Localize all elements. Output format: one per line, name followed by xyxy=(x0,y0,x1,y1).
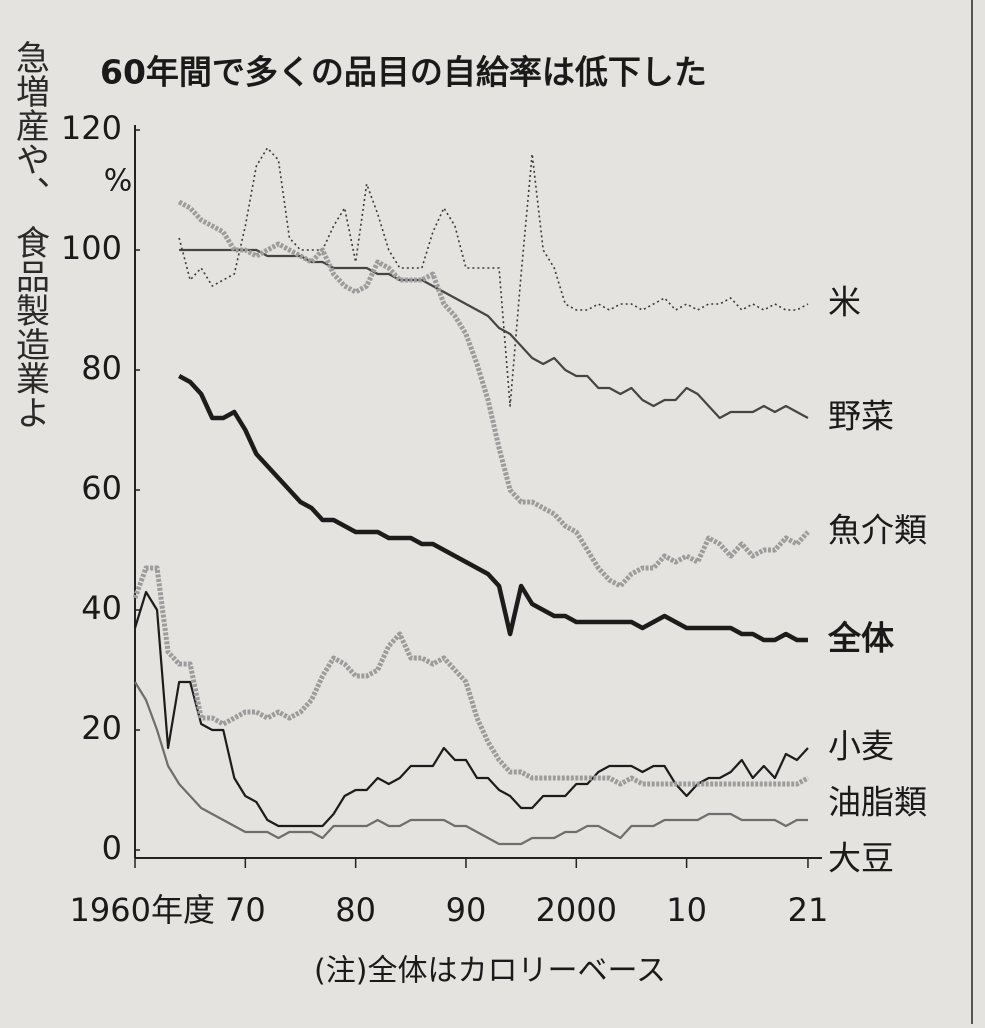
series-line xyxy=(178,374,808,643)
y-tick-label: 80 xyxy=(81,349,122,387)
chart-title: 60年間で多くの品目の自給率は低下した xyxy=(100,53,707,92)
y-tick-label: 120 xyxy=(61,109,122,147)
y-unit: % xyxy=(104,164,133,199)
y-tick-label: 0 xyxy=(102,829,122,867)
y-tick-label: 40 xyxy=(81,589,122,627)
series-line xyxy=(178,147,809,407)
legend-label: 魚介類 xyxy=(828,511,927,550)
series-line xyxy=(133,590,809,828)
legend-label: 小麦 xyxy=(828,727,894,766)
legend-label: 米 xyxy=(828,283,861,322)
y-tick-label: 60 xyxy=(81,469,122,507)
series-line xyxy=(134,681,808,846)
x-tick-label: 90 xyxy=(446,891,487,929)
y-tick-label: 20 xyxy=(81,709,122,747)
x-tick-label: 2000 xyxy=(536,891,617,929)
series-line xyxy=(179,248,809,420)
legend-label: 油脂類 xyxy=(828,783,927,822)
legend-label: 全体 xyxy=(827,619,894,658)
x-tick-label: 10 xyxy=(666,891,707,929)
article-fragment: 急増産や、 xyxy=(10,40,50,210)
legend-label: 大豆 xyxy=(828,839,894,878)
x-tick-label: 80 xyxy=(335,891,376,929)
note: (注)全体はカロリーベース xyxy=(314,954,666,989)
x-tick-label: 21 xyxy=(788,891,829,929)
legend-label: 野菜 xyxy=(828,397,894,436)
y-tick-label: 100 xyxy=(61,229,122,267)
article-fragment: 食品製造業よ xyxy=(10,225,50,429)
x-tick-label: 1960年度 xyxy=(70,891,215,929)
x-tick-label: 70 xyxy=(225,891,266,929)
